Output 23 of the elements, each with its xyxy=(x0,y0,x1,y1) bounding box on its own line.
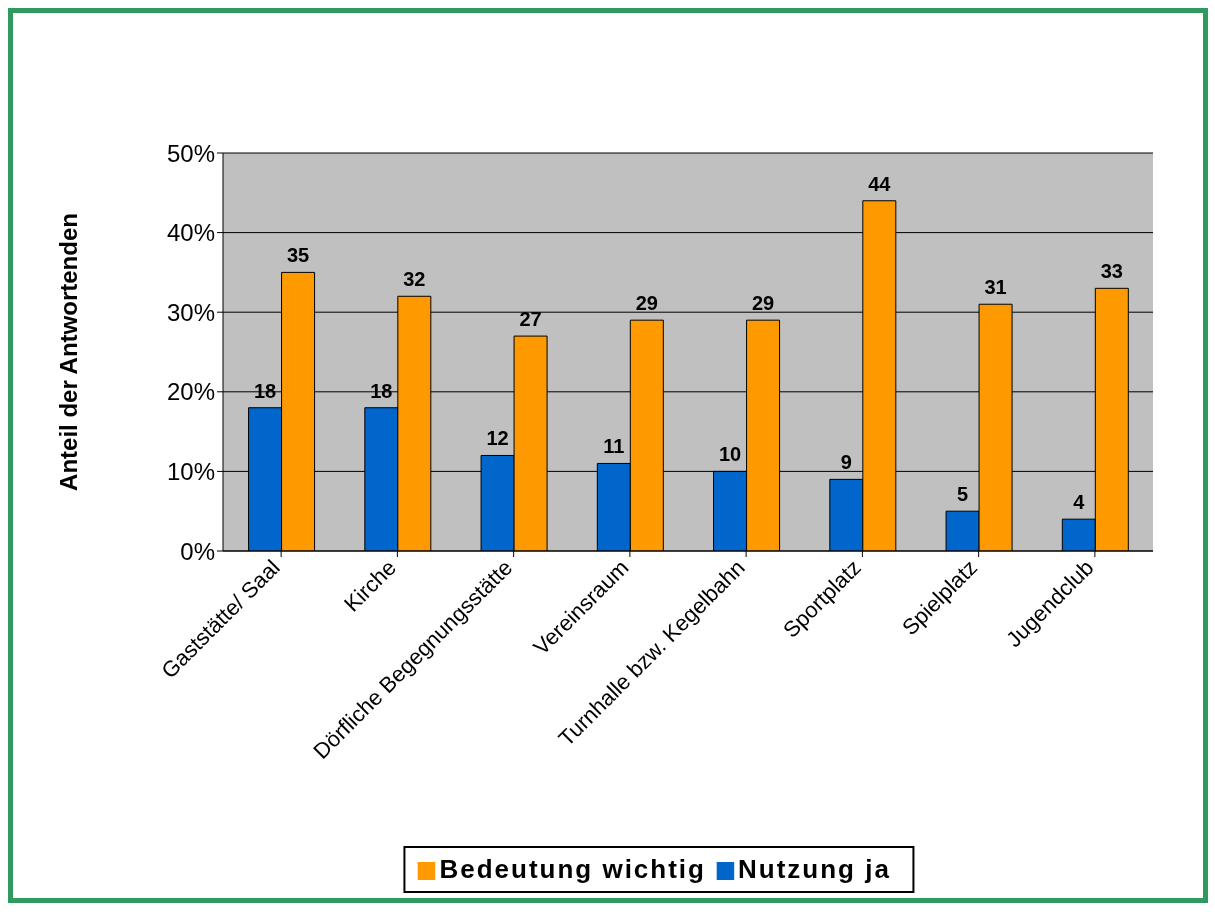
y-tick-label: 50% xyxy=(166,139,215,167)
data-label: 29 xyxy=(635,292,658,315)
data-label: 33 xyxy=(1100,260,1123,283)
legend-label: Bedeutung wichtig xyxy=(439,854,706,884)
data-label: 4 xyxy=(1073,491,1086,514)
data-label: 32 xyxy=(403,268,426,291)
y-tick-label: 0% xyxy=(180,537,215,565)
data-label: 5 xyxy=(957,483,969,506)
legend-label: Nutzung ja xyxy=(737,854,891,884)
y-tick-label: 20% xyxy=(166,378,215,406)
data-label: 35 xyxy=(286,244,310,267)
data-label: 44 xyxy=(868,172,892,195)
data-label: 27 xyxy=(519,308,542,331)
y-axis-title: Anteil der Antwortenden xyxy=(54,213,82,491)
y-tick-label: 10% xyxy=(166,457,215,485)
y-tick-label: 30% xyxy=(166,298,215,326)
data-label: 12 xyxy=(486,427,509,450)
y-tick-label: 40% xyxy=(166,219,215,247)
data-label: 31 xyxy=(984,276,1007,299)
data-label: 9 xyxy=(840,451,852,474)
data-label: 10 xyxy=(718,443,742,466)
data-label: 11 xyxy=(603,435,625,458)
data-label: 29 xyxy=(751,292,775,315)
